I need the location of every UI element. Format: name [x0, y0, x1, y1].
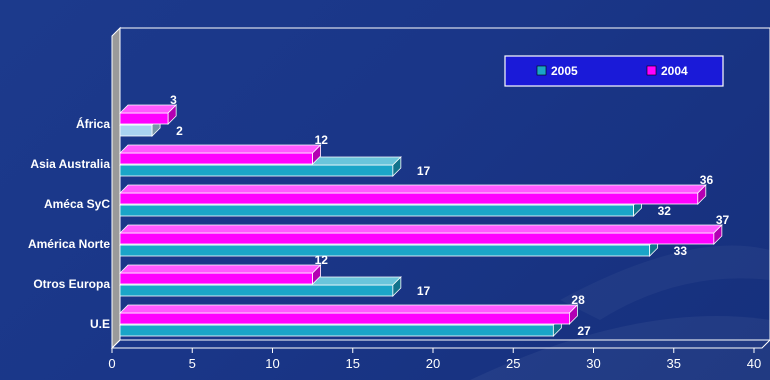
bar-2004 [119, 184, 707, 205]
x-tick-label: 35 [667, 356, 681, 371]
bar-2004 [119, 104, 178, 125]
x-tick-label: 20 [426, 356, 440, 371]
data-label-2004: 12 [315, 253, 329, 267]
data-label-2004: 37 [716, 213, 730, 227]
data-label-2005: 32 [658, 204, 672, 218]
x-tick-label: 25 [506, 356, 520, 371]
category-label: África [76, 116, 110, 131]
plot-back-frame [120, 27, 770, 340]
data-label-2004: 3 [170, 93, 177, 107]
data-label-2004: 12 [315, 133, 329, 147]
category-label: Améca SyC [44, 197, 110, 211]
x-tick-label: 0 [108, 356, 115, 371]
data-label-2005: 2 [176, 124, 183, 138]
category-labels: África Asia Australia Améca SyC América Nor… [28, 116, 110, 331]
bar-2005-front [119, 244, 651, 257]
legend-label: 2005 [551, 64, 578, 78]
bar-2004-side [569, 304, 578, 325]
bar-2004-top [119, 184, 707, 194]
bar-2005-side [392, 276, 402, 297]
category-label: Asia Australia [30, 157, 110, 171]
bar-2004-side [713, 224, 723, 245]
legend-swatch [646, 65, 657, 76]
bar-2004-front [119, 152, 314, 165]
bar-2004-side [312, 144, 322, 165]
bar-2005-front [119, 204, 634, 217]
x-tick-label: 15 [346, 356, 360, 371]
bar-2004-top [119, 224, 723, 234]
bar-2004-front [119, 232, 715, 245]
bar-2004 [119, 264, 322, 285]
bar-2004 [119, 144, 322, 165]
bar-2004 [119, 304, 579, 325]
bar-2005-side [392, 156, 402, 177]
bar-2005-front [119, 284, 394, 297]
bar-2004-front [119, 192, 699, 205]
bar-2004-top [119, 304, 579, 314]
legend-label: 2004 [661, 64, 688, 78]
category-label: U.E [90, 317, 110, 331]
data-label-2005: 17 [417, 284, 431, 298]
bar-2004-front [119, 272, 314, 285]
bar-2005-front [119, 324, 554, 337]
legend-swatch [536, 65, 547, 76]
bar-2004-top [119, 104, 178, 114]
bar-2004-side [697, 184, 707, 205]
bar-2004-front [119, 112, 169, 125]
data-label-2004: 36 [700, 173, 714, 187]
x-tick-label: 40 [747, 356, 761, 371]
background-swoosh [560, 245, 770, 320]
bar-2004-top [119, 144, 322, 154]
bar-2004-side [312, 264, 322, 285]
x-tick-label: 10 [265, 356, 279, 371]
x-tick-label: 30 [586, 356, 600, 371]
bar-2004-front [119, 312, 570, 325]
data-label-2005: 17 [417, 164, 431, 178]
category-label: Otros Europa [33, 277, 110, 291]
bar-2005-front [119, 164, 394, 177]
legend: 2005 2004 [504, 55, 724, 87]
bar-2004-side [167, 104, 177, 125]
x-axis: 0 5 10 15 20 25 30 35 40 [108, 347, 762, 371]
bar-2004-top [119, 264, 322, 274]
data-label-2005: 33 [674, 244, 688, 258]
plot-left-wall [111, 26, 121, 350]
x-tick-label: 5 [189, 356, 196, 371]
data-label-2004: 28 [571, 293, 585, 307]
data-label-2005: 27 [577, 324, 591, 338]
bar-2004 [119, 224, 723, 245]
bar-2005-front [119, 124, 153, 137]
category-label: América Norte [28, 237, 110, 251]
